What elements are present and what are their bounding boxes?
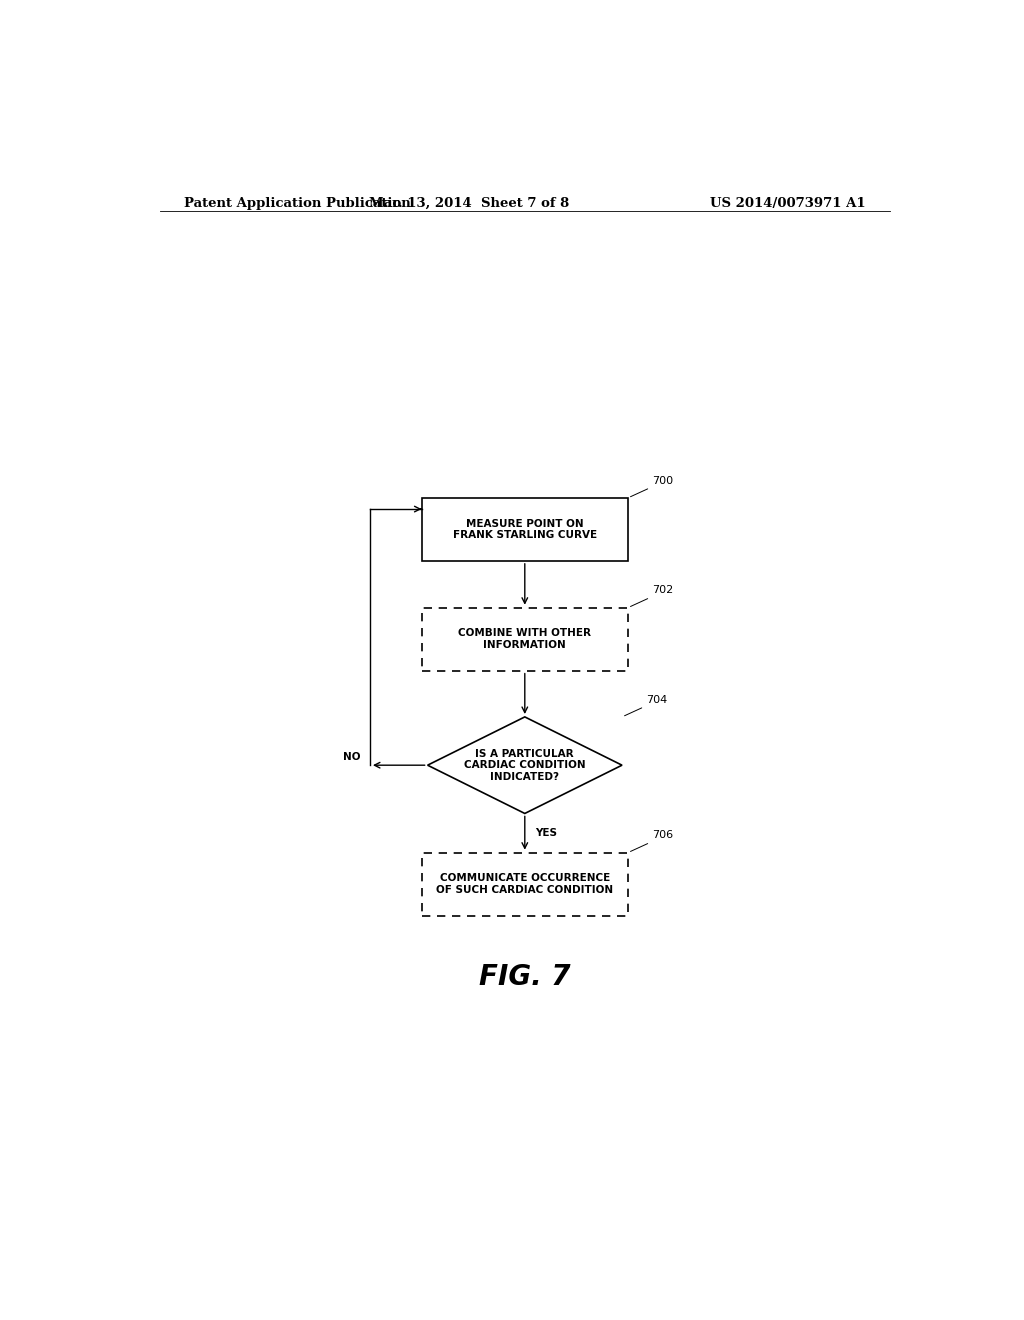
Text: COMBINE WITH OTHER
INFORMATION: COMBINE WITH OTHER INFORMATION [459, 628, 591, 649]
Text: YES: YES [536, 828, 557, 838]
Text: Patent Application Publication: Patent Application Publication [183, 197, 411, 210]
Text: IS A PARTICULAR
CARDIAC CONDITION
INDICATED?: IS A PARTICULAR CARDIAC CONDITION INDICA… [464, 748, 586, 781]
Bar [422, 607, 628, 671]
Text: 706: 706 [652, 830, 673, 841]
Text: 700: 700 [652, 475, 673, 486]
Text: FIG. 7: FIG. 7 [479, 962, 570, 990]
Text: US 2014/0073971 A1: US 2014/0073971 A1 [711, 197, 866, 210]
Bar [422, 498, 628, 561]
Polygon shape [428, 717, 622, 813]
Text: MEASURE POINT ON
FRANK STARLING CURVE: MEASURE POINT ON FRANK STARLING CURVE [453, 519, 597, 540]
Text: COMMUNICATE OCCURRENCE
OF SUCH CARDIAC CONDITION: COMMUNICATE OCCURRENCE OF SUCH CARDIAC C… [436, 874, 613, 895]
Text: Mar. 13, 2014  Sheet 7 of 8: Mar. 13, 2014 Sheet 7 of 8 [369, 197, 569, 210]
Text: 704: 704 [646, 694, 667, 705]
Bar [422, 853, 628, 916]
Text: 702: 702 [652, 586, 673, 595]
Text: NO: NO [343, 752, 360, 762]
